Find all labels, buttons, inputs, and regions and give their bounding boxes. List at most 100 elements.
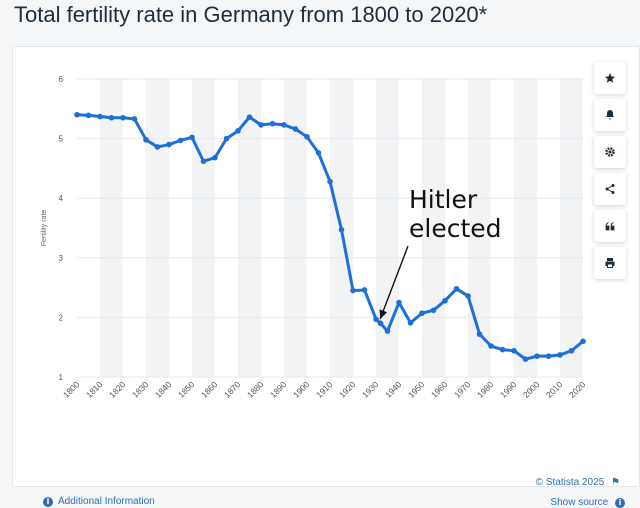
data-point [120, 114, 126, 121]
data-point [557, 352, 563, 358]
info-icon: i [43, 496, 53, 507]
copyright-text: © Statista 2025 [535, 477, 605, 488]
data-point [377, 320, 384, 327]
quote-icon [605, 222, 615, 231]
data-point [499, 346, 506, 353]
data-point [350, 287, 356, 294]
data-point [338, 226, 345, 233]
x-band [100, 79, 123, 377]
data-point [212, 154, 218, 161]
x-band [146, 79, 169, 377]
data-point [189, 134, 195, 141]
x-band [560, 79, 583, 377]
data-point [534, 353, 540, 359]
x-tick-label: 1820 [107, 379, 128, 400]
notification-button[interactable] [594, 99, 626, 131]
x-tick-label: 1810 [84, 379, 105, 400]
x-tick-label: 1860 [199, 379, 220, 400]
print-button[interactable] [594, 247, 626, 279]
x-tick-label: 1880 [245, 379, 266, 400]
show-source-text: Show source [550, 497, 609, 508]
data-point [511, 347, 517, 354]
info-icon: i [615, 497, 625, 508]
x-tick-label: 1930 [360, 379, 381, 400]
data-point [442, 297, 448, 304]
y-tick-label: 6 [59, 75, 64, 84]
data-point [258, 122, 264, 128]
copyright-link[interactable]: © Statista 2025 ⚑ [536, 477, 620, 488]
data-point [223, 135, 230, 142]
y-tick-label: 3 [59, 254, 64, 263]
data-point [580, 338, 586, 345]
share-icon [605, 184, 615, 194]
x-tick-label: 2010 [544, 379, 565, 400]
show-source-link[interactable]: Show source i [550, 497, 625, 508]
x-tick-label: 1950 [406, 379, 427, 400]
x-tick-label: 1970 [452, 379, 473, 400]
y-tick-label: 5 [59, 135, 64, 144]
data-point [522, 356, 529, 362]
data-point [281, 122, 287, 128]
x-tick-label: 1890 [268, 379, 289, 400]
x-tick-label: 1940 [383, 379, 404, 400]
annotation-arrow [379, 245, 409, 320]
data-point [108, 114, 115, 121]
x-tick-label: 1850 [176, 379, 197, 400]
x-tick-label: 2020 [567, 379, 588, 400]
data-point [246, 114, 253, 120]
data-point [327, 178, 333, 185]
x-tick-label: 1870 [222, 379, 243, 400]
x-tick-label: 2000 [521, 379, 542, 400]
gear-icon [605, 147, 615, 157]
data-point [292, 126, 299, 132]
chart-card: 1 2 3 4 5 6 1800 1810 1820 1830 1840 1850 1860 1870 18… [12, 46, 640, 508]
data-point [74, 111, 80, 118]
data-point [235, 128, 241, 134]
data-point [304, 134, 310, 140]
data-point [177, 137, 184, 144]
additional-information-link[interactable]: i Additional Information [43, 496, 155, 507]
bell-icon [606, 110, 614, 120]
data-point [315, 150, 322, 156]
series-line [76, 113, 584, 361]
data-point [373, 316, 379, 322]
page-title: Total fertility rate in Germany from 180… [14, 2, 488, 27]
x-band [468, 79, 491, 377]
y-tick-label: 2 [59, 313, 64, 322]
data-point [154, 144, 161, 150]
x-tick-label: 1980 [475, 379, 496, 400]
y-tick-label: 1 [59, 373, 64, 382]
x-tick-label: 1840 [153, 379, 174, 400]
data-point [97, 113, 103, 120]
x-band [376, 79, 399, 377]
favorite-button[interactable] [594, 62, 626, 94]
y-axis-label: Fertility rate [41, 210, 48, 247]
x-band [422, 79, 445, 377]
additional-information-text: Additional Information [58, 496, 155, 507]
x-band [514, 79, 537, 377]
x-band [238, 79, 261, 377]
share-button[interactable] [594, 173, 626, 205]
data-point [419, 310, 425, 317]
settings-button[interactable] [594, 136, 626, 168]
data-point [476, 331, 483, 337]
annotation-arrowhead [379, 309, 388, 320]
x-tick-label: 1910 [314, 379, 335, 400]
data-point [430, 307, 437, 314]
data-point [384, 328, 391, 334]
y-tick-label: 4 [59, 194, 64, 203]
chart-toolbar [594, 62, 626, 284]
cite-button[interactable] [594, 210, 626, 242]
hitler-annotation: Hitler elected [409, 185, 502, 243]
x-band [192, 79, 215, 377]
annotation-line-2: elected [409, 214, 502, 243]
x-tick-label: 1900 [291, 379, 312, 400]
data-point [166, 141, 172, 148]
data-point [200, 158, 207, 165]
x-tick-label: 1960 [429, 379, 450, 400]
data-point [396, 299, 402, 306]
data-point [545, 353, 552, 359]
x-tick-label: 1990 [498, 379, 519, 400]
data-point [465, 293, 471, 299]
x-tick-label: 1920 [337, 379, 358, 400]
